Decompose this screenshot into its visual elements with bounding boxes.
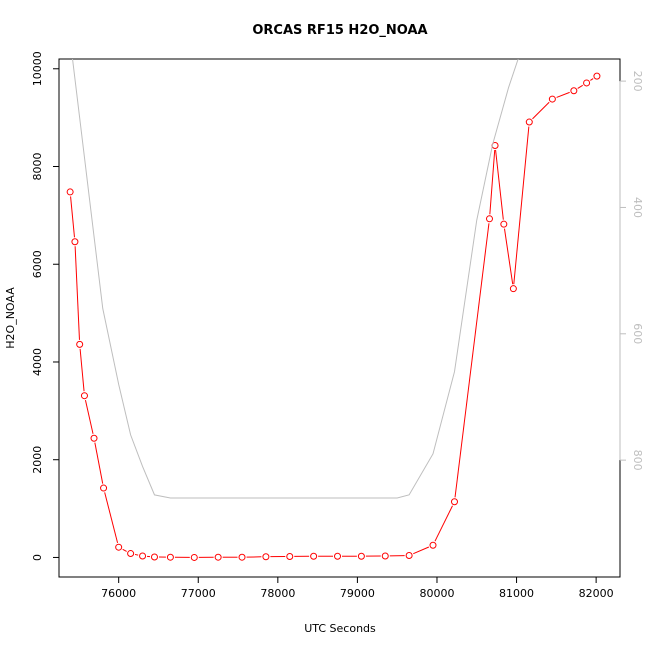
chart-title: ORCAS RF15 H2O_NOAA (252, 23, 427, 38)
data-point (525, 118, 533, 126)
series-line-segment (513, 126, 530, 285)
x-tick-label: 79000 (340, 587, 375, 600)
data-point (583, 79, 591, 87)
secondary-series (72, 59, 519, 499)
data-point (76, 340, 84, 348)
data-point (509, 285, 517, 293)
data-point (286, 552, 294, 560)
series-line (72, 59, 519, 499)
data-point (429, 541, 437, 549)
series-line-segment (134, 553, 139, 556)
primary-series (66, 72, 601, 561)
series-line-segment (122, 548, 127, 552)
data-point (190, 553, 198, 561)
data-point (166, 553, 174, 561)
series-line-segment (556, 91, 570, 98)
series-line-segment (590, 78, 594, 81)
data-point (500, 220, 508, 228)
series-line-segment (104, 492, 119, 543)
x-tick-label: 77000 (181, 587, 216, 600)
y2-tick-label: 400 (631, 197, 644, 218)
plot-area-border (58, 58, 621, 578)
series-line-segment (70, 196, 75, 238)
data-point (80, 392, 88, 400)
data-point (485, 215, 493, 223)
data-point (71, 238, 79, 246)
data-point (262, 553, 270, 561)
data-point (570, 87, 578, 95)
series-layer (66, 59, 601, 561)
data-point (381, 552, 389, 560)
data-point (139, 552, 147, 560)
data-point (334, 552, 342, 560)
series-line-segment (413, 546, 430, 555)
data-point (66, 188, 74, 196)
y-axis-label: H2O_NOAA (4, 287, 17, 349)
y-tick-label: 0 (31, 554, 44, 561)
data-point (238, 553, 246, 561)
series-line-segment (532, 101, 550, 120)
series-line-segment (94, 442, 104, 484)
y2-tick-label: 800 (631, 450, 644, 471)
data-point (310, 552, 318, 560)
y2-tick-label: 200 (631, 71, 644, 92)
data-point (100, 484, 108, 492)
x-tick-label: 81000 (499, 587, 534, 600)
data-point (357, 552, 365, 560)
y-tick-label: 4000 (31, 348, 44, 376)
data-point (593, 72, 601, 80)
data-point (548, 95, 556, 103)
series-line-segment (503, 228, 514, 285)
series-line-segment (79, 348, 85, 392)
data-point (115, 543, 123, 551)
x-tick-label: 78000 (260, 587, 295, 600)
data-point (450, 498, 458, 506)
data-point (150, 553, 158, 561)
y-tick-label: 2000 (31, 446, 44, 474)
series-line-segment (434, 505, 453, 542)
x-tick-label: 80000 (419, 587, 454, 600)
y2-tick-label: 600 (631, 323, 644, 344)
y-tick-label: 8000 (31, 153, 44, 181)
series-line-segment (489, 149, 496, 215)
series-line-segment (454, 223, 490, 498)
data-point (127, 550, 135, 558)
data-point (214, 553, 222, 561)
axes-layer: 76000 77000 78000 79000 80000 81000 82000 0 2000… (31, 51, 644, 600)
series-line-segment (84, 399, 94, 434)
y-tick-label: 10000 (31, 51, 44, 86)
x-tick-label: 76000 (101, 587, 136, 600)
series-line-segment (495, 149, 504, 220)
y-tick-label: 6000 (31, 250, 44, 278)
data-point (405, 551, 413, 559)
x-tick-label: 82000 (579, 587, 614, 600)
series-line-segment (74, 246, 80, 340)
x-axis-label: UTC Seconds (304, 622, 376, 635)
data-point (90, 434, 98, 442)
series-line-segment (577, 84, 584, 89)
